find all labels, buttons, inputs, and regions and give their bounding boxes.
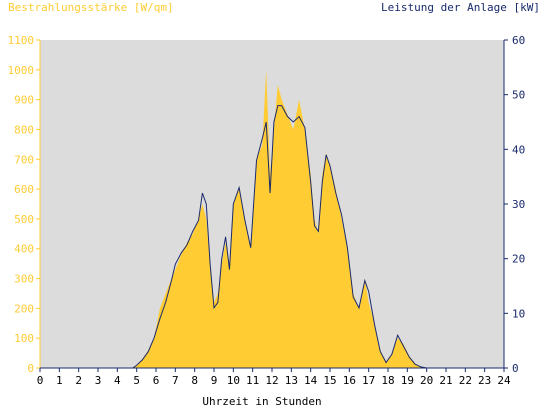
right-tick-label-5: 50	[512, 89, 525, 102]
right-tick-label-6: 60	[512, 34, 525, 47]
x-tick-label-18: 18	[381, 374, 394, 387]
x-tick-label-16: 16	[343, 374, 356, 387]
x-tick-label-7: 7	[172, 374, 179, 387]
right-axis-ticks: 0 10 20 30 40 50 60	[504, 34, 525, 375]
left-tick-label-2: 200	[14, 302, 34, 315]
irradiance-area	[40, 69, 504, 368]
x-tick-label-0: 0	[37, 374, 44, 387]
left-tick-label-0: 0	[27, 362, 34, 375]
left-tick-label-6: 600	[14, 183, 34, 196]
x-tick-label-20: 20	[420, 374, 433, 387]
title-right: Leistung der Anlage [kW]	[381, 1, 540, 14]
x-tick-label-22: 22	[459, 374, 472, 387]
x-tick-label-10: 10	[227, 374, 240, 387]
left-tick-label-7: 700	[14, 153, 34, 166]
right-tick-label-4: 40	[512, 143, 525, 156]
x-tick-label-23: 23	[478, 374, 491, 387]
left-tick-label-9: 900	[14, 94, 34, 107]
power-line	[40, 105, 504, 369]
x-tick-label-17: 17	[362, 374, 375, 387]
x-tick-label-15: 15	[323, 374, 336, 387]
x-tick-label-8: 8	[191, 374, 198, 387]
left-tick-label-8: 800	[14, 123, 34, 136]
right-tick-label-0: 0	[512, 362, 519, 375]
left-tick-label-3: 300	[14, 273, 34, 286]
x-tick-label-2: 2	[75, 374, 82, 387]
left-tick-label-4: 400	[14, 243, 34, 256]
left-tick-label-11: 1100	[8, 34, 35, 47]
x-tick-label-3: 3	[95, 374, 102, 387]
x-axis-label: Uhrzeit in Stunden	[202, 395, 321, 408]
x-tick-label-13: 13	[285, 374, 298, 387]
right-tick-label-3: 30	[512, 198, 525, 211]
x-tick-label-6: 6	[153, 374, 160, 387]
left-axis-ticks: 0 100 200 300 400 500 600 700 800 900 1000 1100	[8, 34, 40, 375]
x-tick-label-9: 9	[211, 374, 218, 387]
x-tick-label-11: 11	[246, 374, 259, 387]
left-tick-label-10: 1000	[8, 64, 35, 77]
x-tick-label-5: 5	[133, 374, 140, 387]
x-tick-label-4: 4	[114, 374, 121, 387]
x-tick-label-24: 24	[497, 374, 511, 387]
left-tick-label-1: 100	[14, 332, 34, 345]
x-tick-label-12: 12	[265, 374, 278, 387]
x-tick-label-1: 1	[56, 374, 63, 387]
left-tick-label-5: 500	[14, 213, 34, 226]
right-tick-label-2: 20	[512, 253, 525, 266]
x-tick-label-19: 19	[401, 374, 414, 387]
x-tick-label-21: 21	[439, 374, 452, 387]
right-tick-label-1: 10	[512, 307, 525, 320]
x-axis-ticks: 0 1 2 3 4 5 6 7 8 9 10 11 12 13 14 15 16 17 18 19 20 21 22 23 24	[37, 368, 511, 387]
title-left: Bestrahlungsstärke [W/qm]	[8, 1, 174, 14]
x-tick-label-14: 14	[304, 374, 318, 387]
